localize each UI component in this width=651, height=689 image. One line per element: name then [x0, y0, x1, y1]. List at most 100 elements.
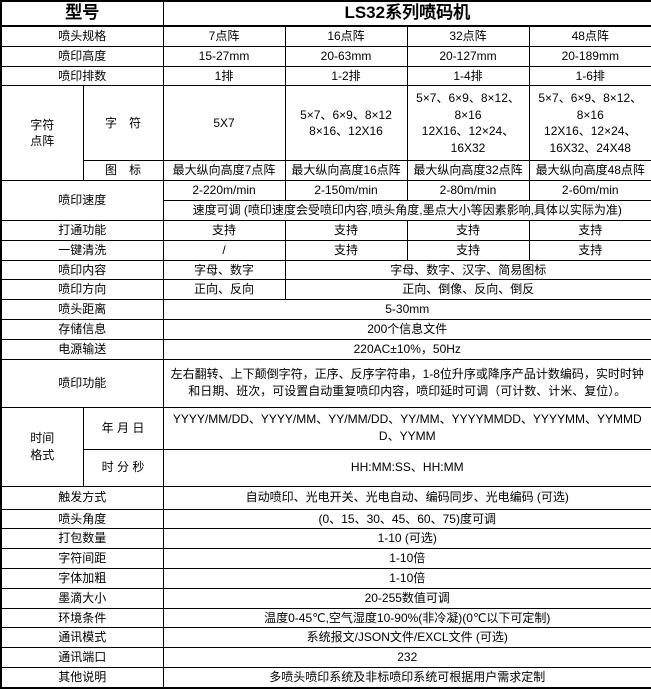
print-speed-7dot: 2-220m/min	[162, 180, 286, 202]
char-spacing-value: 1-10倍	[162, 548, 651, 569]
table-row: 速度可调 (喷印速度会受喷印内容,喷头角度,墨点大小等因素影响,具体以实际为准)	[1, 200, 651, 221]
print-function-value: 左右翻转、上下颠倒字符，正序、反序字符串，1-8位升序或降序产品计数编码，实时时…	[162, 358, 651, 408]
table-row: 时间 格式 年 月 日 YYYY/MM/DD、YYYY/MM、YY/MM/DD、…	[0, 406, 651, 487]
print-height-16dot: 20-63mm	[284, 45, 408, 67]
power-label: 电源输送	[0, 338, 164, 360]
print-direction-rest: 正向、倒像、反向、倒反	[284, 279, 651, 301]
table-row: 喷印高度 15-27mm 20-63mm 20-127mm 20-189mm	[0, 45, 651, 67]
print-speed-label: 喷印速度	[0, 180, 164, 221]
power-value: 220AC±10%，50Hz	[162, 338, 651, 360]
char-48dot: 5×7、6×9、8×12、 8×16 12X16、12×24、 16X32、24…	[528, 85, 651, 162]
one-key-clean-7dot: /	[162, 239, 286, 261]
print-speed-48dot: 2-60m/min	[528, 180, 651, 202]
print-speed-note: 速度可调 (喷印速度会受喷印内容,喷头角度,墨点大小等因素影响,具体以实际为准)	[162, 200, 651, 221]
punch-through-16dot: 支持	[284, 219, 408, 241]
table-row: 存储信息 200个信息文件	[0, 318, 651, 340]
table-row: 喷头角度 (0、15、30、45、60、75)度可调	[0, 508, 651, 530]
table-row: 图 标 最大纵向高度7点阵 最大纵向高度16点阵 最大纵向高度32点阵 最大纵向…	[1, 160, 651, 182]
print-rows-32dot: 1-4排	[406, 65, 530, 87]
print-height-32dot: 20-127mm	[406, 45, 530, 67]
icon-16dot: 最大纵向高度16点阵	[284, 160, 408, 182]
pack-qty-value: 1-10 (可选)	[162, 528, 651, 550]
hms-label: 时 分 秒	[82, 448, 164, 487]
print-content-7dot: 字母、数字	[162, 259, 286, 281]
table-row: 喷头规格 7点阵 16点阵 32点阵 48点阵	[0, 25, 651, 47]
nozzle-spec-7dot: 7点阵	[162, 25, 286, 47]
pack-qty-label: 打包数量	[0, 528, 164, 550]
punch-through-7dot: 支持	[162, 219, 286, 241]
one-key-clean-16dot: 支持	[284, 239, 408, 261]
print-height-label: 喷印高度	[0, 45, 164, 67]
font-bold-value: 1-10倍	[162, 567, 651, 589]
model-label: 型号	[0, 0, 164, 27]
table-row: 喷头距离 5-30mm	[0, 299, 651, 320]
print-speed-16dot: 2-150m/min	[284, 180, 408, 202]
other-label: 其他说明	[0, 666, 164, 689]
print-content-rest: 字母、数字、汉字、简易图标	[284, 259, 651, 281]
trigger-value: 自动喷印、光电开关、光电自动、编码同步、光电编码 (可选)	[162, 485, 651, 510]
table-row: 字符间距 1-10倍	[0, 548, 651, 569]
font-bold-label: 字体加粗	[0, 567, 164, 589]
print-rows-label: 喷印排数	[0, 65, 164, 87]
one-key-clean-label: 一键清洗	[0, 239, 164, 261]
nozzle-spec-32dot: 32点阵	[406, 25, 530, 47]
hms-value: HH:MM:SS、HH:MM	[162, 448, 651, 487]
char-16dot: 5×7、6×9、8×12 8×16、12X16	[284, 85, 408, 162]
ymd-label: 年 月 日	[82, 406, 164, 450]
table-row: 通讯端口 232	[0, 647, 651, 668]
table-row: 打包数量 1-10 (可选)	[0, 528, 651, 550]
time-format-group-label: 时间 格式	[0, 406, 84, 487]
print-content-label: 喷印内容	[0, 259, 164, 281]
ink-drop-value: 20-255数值可调	[162, 587, 651, 609]
print-height-7dot: 15-27mm	[162, 45, 286, 67]
char-7dot: 5X7	[162, 85, 286, 162]
other-value: 多喷头喷印系统及非标喷印系统可根据用户需求定制	[162, 666, 651, 689]
icon-48dot: 最大纵向高度48点阵	[528, 160, 651, 182]
nozzle-distance-label: 喷头距离	[0, 299, 164, 320]
icon-32dot: 最大纵向高度32点阵	[406, 160, 530, 182]
icon-7dot: 最大纵向高度7点阵	[162, 160, 286, 182]
comm-mode-value: 系统报文/JSON文件/EXCL文件 (可选)	[162, 627, 651, 649]
table-row: 环境条件 温度0-45℃,空气湿度10-90%(非冷凝)(0℃以下可定制)	[0, 607, 651, 629]
table-row: 电源输送 220AC±10%，50Hz	[0, 338, 651, 360]
table-row: 字符 点阵 字 符 5X7 5×7、6×9、8×12 8×16、12X16 5×…	[0, 85, 651, 182]
storage-value: 200个信息文件	[162, 318, 651, 340]
ymd-value: YYYY/MM/DD、YYYY/MM、YY/MM/DD、YY/MM、YYYYMM…	[162, 406, 651, 450]
print-direction-7dot: 正向、反向	[162, 279, 286, 301]
storage-label: 存储信息	[0, 318, 164, 340]
punch-through-label: 打通功能	[0, 219, 164, 241]
ink-drop-label: 墨滴大小	[0, 587, 164, 609]
table-row: 喷印功能 左右翻转、上下颠倒字符，正序、反序字符串，1-8位升序或降序产品计数编…	[0, 358, 651, 408]
icon-label: 图 标	[82, 160, 164, 182]
nozzle-angle-label: 喷头角度	[0, 508, 164, 530]
print-speed-32dot: 2-80m/min	[406, 180, 530, 202]
print-height-48dot: 20-189mm	[528, 45, 651, 67]
nozzle-angle-value: (0、15、30、45、60、75)度可调	[162, 508, 651, 530]
one-key-clean-48dot: 支持	[528, 239, 651, 261]
environment-label: 环境条件	[0, 607, 164, 629]
table-row: 其他说明 多喷头喷印系统及非标喷印系统可根据用户需求定制	[0, 666, 651, 689]
print-rows-48dot: 1-6排	[528, 65, 651, 87]
table-row: 时 分 秒 HH:MM:SS、HH:MM	[1, 448, 651, 487]
print-function-label: 喷印功能	[0, 358, 164, 408]
char-32dot: 5×7、6×9、8×12、 8×16 12X16、12×24、 16X32	[406, 85, 530, 162]
table-row: 喷印方向 正向、反向 正向、倒像、反向、倒反	[0, 279, 651, 301]
comm-port-label: 通讯端口	[0, 647, 164, 668]
nozzle-spec-label: 喷头规格	[0, 25, 164, 47]
punch-through-48dot: 支持	[528, 219, 651, 241]
table-row: 墨滴大小 20-255数值可调	[0, 587, 651, 609]
comm-mode-label: 通讯模式	[0, 627, 164, 649]
nozzle-spec-48dot: 48点阵	[528, 25, 651, 47]
char-matrix-group-label: 字符 点阵	[0, 85, 84, 182]
print-rows-7dot: 1排	[162, 65, 286, 87]
table-row: 喷印速度 2-220m/min 2-150m/min 2-80m/min 2-6…	[0, 180, 651, 221]
one-key-clean-32dot: 支持	[406, 239, 530, 261]
trigger-label: 触发方式	[0, 485, 164, 510]
model-value: LS32系列喷码机	[162, 0, 651, 27]
table-row: 喷印内容 字母、数字 字母、数字、汉字、简易图标	[0, 259, 651, 281]
table-row: 触发方式 自动喷印、光电开关、光电自动、编码同步、光电编码 (可选)	[0, 485, 651, 510]
table-row: 通讯模式 系统报文/JSON文件/EXCL文件 (可选)	[0, 627, 651, 649]
nozzle-distance-value: 5-30mm	[162, 299, 651, 320]
table-row: 型号 LS32系列喷码机	[0, 0, 651, 27]
